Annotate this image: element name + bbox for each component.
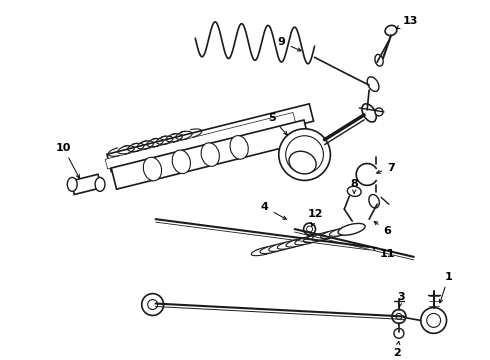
Ellipse shape (286, 238, 313, 247)
Ellipse shape (321, 229, 348, 238)
Text: 7: 7 (377, 162, 395, 174)
Ellipse shape (362, 104, 376, 122)
Ellipse shape (143, 157, 162, 181)
Ellipse shape (260, 244, 287, 253)
Ellipse shape (289, 151, 316, 174)
Ellipse shape (304, 223, 316, 235)
Ellipse shape (95, 177, 105, 192)
Ellipse shape (347, 186, 361, 196)
Ellipse shape (421, 307, 446, 333)
Ellipse shape (375, 108, 383, 116)
Ellipse shape (201, 143, 220, 166)
Ellipse shape (338, 224, 365, 235)
Ellipse shape (392, 310, 406, 323)
Ellipse shape (303, 233, 330, 243)
Ellipse shape (67, 177, 77, 192)
Ellipse shape (394, 328, 404, 338)
Polygon shape (111, 120, 309, 189)
Text: 4: 4 (261, 202, 286, 219)
Text: 11: 11 (373, 247, 395, 259)
Ellipse shape (294, 235, 322, 245)
Ellipse shape (277, 240, 304, 249)
Text: 5: 5 (268, 113, 287, 135)
Ellipse shape (251, 246, 278, 256)
Ellipse shape (172, 150, 191, 174)
Text: 3: 3 (397, 292, 405, 307)
Ellipse shape (329, 227, 356, 236)
Text: 8: 8 (350, 179, 358, 193)
Ellipse shape (230, 136, 248, 159)
Ellipse shape (307, 226, 313, 232)
Text: 6: 6 (374, 221, 391, 236)
Text: 10: 10 (55, 143, 79, 178)
Ellipse shape (367, 77, 379, 91)
Ellipse shape (269, 242, 296, 251)
Ellipse shape (375, 54, 383, 66)
Polygon shape (105, 112, 295, 169)
Polygon shape (107, 104, 314, 172)
Ellipse shape (286, 136, 323, 174)
Ellipse shape (142, 294, 164, 315)
Polygon shape (71, 174, 101, 194)
Text: 12: 12 (308, 209, 323, 226)
Ellipse shape (385, 26, 397, 36)
Text: 1: 1 (440, 272, 452, 303)
Ellipse shape (279, 129, 330, 180)
Ellipse shape (312, 231, 339, 240)
Text: 2: 2 (393, 341, 401, 358)
Text: 9: 9 (278, 37, 301, 51)
Text: 13: 13 (396, 15, 418, 28)
Ellipse shape (369, 194, 379, 208)
